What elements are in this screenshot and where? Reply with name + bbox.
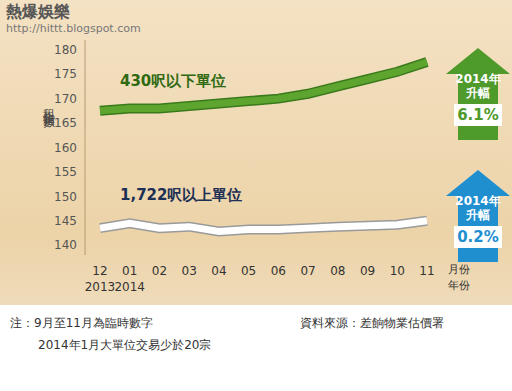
- svg-text:03: 03: [182, 264, 197, 278]
- html-text:0.2%: 0.2%: [457, 228, 499, 246]
- html-text:年份: 年份: [448, 279, 470, 292]
- html-text:注：9月至11月為臨時數字: 注：9月至11月為臨時數字: [10, 316, 153, 330]
- html-text:升幅: 升幅: [466, 208, 490, 222]
- svg-text:2014: 2014: [114, 280, 145, 294]
- html-text:熱爆娛樂: 熱爆娛樂: [6, 2, 70, 21]
- html-text:1,722呎以上單位: 1,722呎以上單位: [120, 186, 243, 204]
- html-text:租金指數: 租金指數: [42, 100, 56, 108]
- html-text:http://hittt.blogspot.com: http://hittt.blogspot.com: [6, 22, 141, 35]
- svg-text:165: 165: [54, 116, 77, 130]
- html-text:資料來源：差餉物業估價署: 資料來源：差餉物業估價署: [300, 316, 444, 330]
- svg-text:10: 10: [390, 264, 405, 278]
- svg-text:02: 02: [152, 264, 167, 278]
- html-text:430呎以下單位: 430呎以下單位: [120, 72, 227, 90]
- html-text:升幅: 升幅: [466, 86, 490, 100]
- svg-text:04: 04: [211, 264, 226, 278]
- svg-text:2013: 2013: [85, 280, 116, 294]
- svg-text:140: 140: [54, 238, 77, 252]
- svg-text:12: 12: [92, 264, 107, 278]
- svg-text:09: 09: [360, 264, 375, 278]
- svg-text:08: 08: [330, 264, 345, 278]
- svg-text:160: 160: [54, 141, 77, 155]
- svg-text:180: 180: [54, 43, 77, 57]
- svg-text:07: 07: [300, 264, 315, 278]
- svg-text:145: 145: [54, 214, 77, 228]
- html-text:2014年: 2014年: [455, 72, 501, 86]
- svg-text:170: 170: [54, 92, 77, 106]
- svg-text:155: 155: [54, 165, 77, 179]
- svg-text:150: 150: [54, 190, 77, 204]
- svg-text:11: 11: [419, 264, 434, 278]
- svg-text:175: 175: [54, 67, 77, 81]
- svg-text:05: 05: [241, 264, 256, 278]
- html-text:2014年1月大單位交易少於20宗: 2014年1月大單位交易少於20宗: [38, 338, 212, 352]
- svg-text:06: 06: [271, 264, 286, 278]
- html-text:月份: 月份: [448, 263, 470, 276]
- svg-text:01: 01: [122, 264, 137, 278]
- html-text:2014年: 2014年: [455, 194, 501, 208]
- html-text:6.1%: 6.1%: [457, 106, 499, 124]
